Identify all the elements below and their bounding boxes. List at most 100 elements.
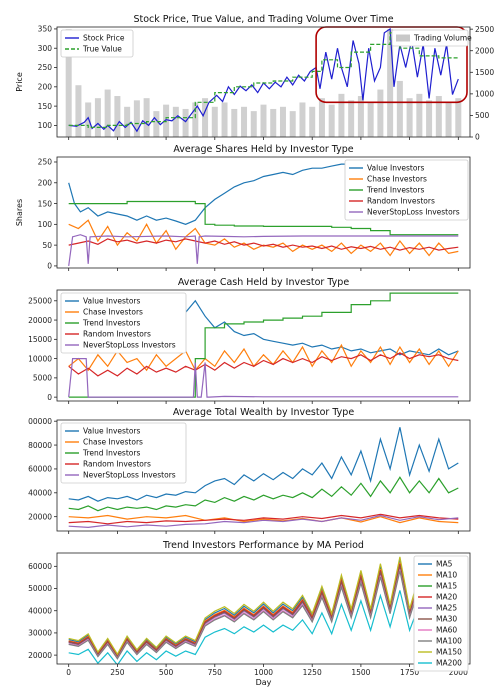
y-tick-label: 250: [38, 158, 53, 167]
volume-bar: [396, 80, 403, 137]
volume-bar: [338, 93, 345, 137]
y-tick-label: 300: [38, 44, 53, 53]
volume-bar: [309, 106, 316, 137]
legend-label: MA25: [436, 604, 457, 613]
legend-label: Random Investors: [83, 460, 151, 469]
y-tick-label: 0: [47, 262, 52, 271]
volume-bar: [250, 111, 257, 137]
legend-label: MA100: [436, 637, 462, 646]
y-tick-label: 100: [38, 220, 53, 229]
volume-bar: [65, 29, 72, 137]
panel-3: Average Cash Held by Investor Type 0 5000 1…: [28, 277, 471, 404]
volume-bar: [260, 104, 267, 137]
series-line-random-investors: [68, 352, 459, 377]
volume-bar: [211, 106, 218, 137]
x-tick-label: 750: [208, 668, 223, 677]
volume-bar: [124, 106, 131, 137]
series-line-ma100: [68, 570, 459, 660]
y-tick-label: 100: [38, 121, 53, 130]
x-tick-label: 500: [159, 668, 174, 677]
volume-bar: [445, 102, 452, 137]
plot-area: [68, 556, 459, 664]
series-line-neverstoploss-investors: [68, 514, 459, 529]
series-line-neverstoploss-investors: [68, 234, 459, 266]
legend-box: [60, 422, 187, 484]
legend-box: [413, 555, 469, 672]
volume-bar: [75, 85, 82, 137]
series-line-value-investors: [68, 427, 459, 502]
volume-bar: [299, 102, 306, 137]
volume-bar: [406, 98, 413, 137]
panel-1: Stock Price, True Value, and Trading Vol…: [15, 14, 494, 142]
y-right-tick-label: 0: [475, 133, 480, 142]
legend: Value Investors Chase Investors Trend Inve…: [60, 292, 187, 354]
legend-label: Chase Investors: [83, 308, 143, 317]
volume-bar: [114, 96, 121, 137]
series-line-chase-investors: [68, 343, 459, 372]
y-right-tick-label: 1500: [475, 68, 494, 77]
panel-title: Average Total Wealth by Investor Type: [173, 407, 354, 418]
y-tick-label: 5000: [33, 374, 52, 383]
x-tick-label: 250: [110, 668, 125, 677]
series-line-trend-investors: [68, 476, 459, 512]
legend-box: [60, 292, 187, 354]
plot-area: [65, 27, 462, 137]
series-line-stock-price: [68, 27, 459, 133]
legend-label: Chase Investors: [367, 175, 427, 184]
legend-label: Stock Price: [83, 34, 125, 43]
legend-label: MA20: [436, 593, 457, 602]
x-tick-label: 0: [66, 668, 71, 677]
volume-bar: [377, 89, 384, 137]
panel-5: Trend Investors Performance by MA Period…: [28, 540, 471, 687]
volume-bar: [387, 29, 394, 137]
legend-right: Trading Volume: [391, 29, 472, 47]
y-right-tick-label: 2500: [475, 25, 494, 34]
legend-label: MA30: [436, 615, 457, 624]
y-tick-label: 15000: [28, 335, 52, 344]
series-line-ma60: [68, 569, 459, 660]
volume-bar: [133, 100, 140, 137]
volume-bar: [85, 102, 92, 137]
legend-box: [344, 159, 469, 221]
legend-label: True Value: [82, 45, 122, 54]
y-right-tick-label: 2000: [475, 46, 494, 55]
y-tick-label: 00000: [28, 417, 52, 426]
volume-bar: [426, 100, 433, 137]
volume-bar: [270, 108, 277, 137]
legend-label: Trend Investors: [82, 319, 140, 328]
legend-label: MA5: [436, 560, 453, 569]
legend-label: Value Investors: [83, 427, 141, 436]
y-tick-label: 50000: [28, 584, 52, 593]
y-tick-label: 200: [38, 178, 53, 187]
y-tick-label: 80000: [28, 441, 52, 450]
volume-bar: [279, 106, 286, 137]
volume-bar: [192, 102, 199, 137]
legend-label: MA200: [436, 659, 462, 668]
volume-bar: [328, 104, 335, 137]
legend-box: [60, 29, 134, 58]
legend-label: NeverStopLoss Investors: [83, 341, 176, 350]
y-tick-label: 20000: [28, 316, 52, 325]
legend-label: MA150: [436, 648, 462, 657]
volume-bar: [231, 108, 238, 137]
series-line-neverstoploss-investors: [68, 358, 459, 398]
x-tick-label: 1000: [254, 668, 273, 677]
volume-bar: [455, 98, 462, 137]
volume-bar: [202, 98, 209, 137]
series-line-random-investors: [68, 238, 459, 251]
y-tick-label: 350: [38, 25, 53, 34]
y-tick-label: 250: [38, 63, 53, 72]
y-tick-label: 40000: [28, 489, 52, 498]
legend-label: Random Investors: [83, 330, 151, 339]
volume-bar: [221, 102, 228, 137]
y-tick-label: 10000: [28, 354, 52, 363]
series-line-ma150: [68, 556, 459, 656]
series-line-trend-investors: [68, 292, 459, 398]
plot-area: [68, 427, 459, 529]
volume-bar: [241, 106, 248, 137]
y-tick-label: 30000: [28, 629, 52, 638]
volume-bar: [435, 96, 442, 137]
y-axis-label: Price: [15, 72, 24, 92]
legend-label: Trend Investors: [366, 186, 424, 195]
